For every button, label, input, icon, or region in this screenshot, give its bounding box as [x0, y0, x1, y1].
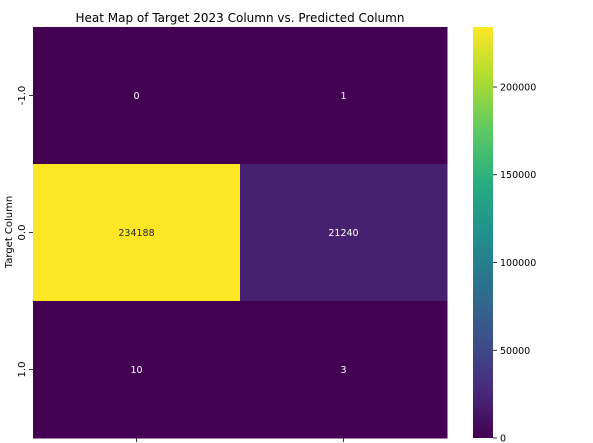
y-axis-label: Target Column	[4, 196, 15, 269]
cell-value-label: 1	[340, 91, 346, 102]
cell-value-label: 234188	[118, 228, 154, 239]
cell-value-label: 3	[340, 365, 346, 376]
heatmap-cell	[240, 164, 448, 302]
heatmap-annotations: 0 1 234188 21240 10 3	[118, 91, 358, 376]
colorbar-tick-label: 50000	[500, 346, 530, 357]
y-tick-label: 0.0	[17, 225, 28, 241]
cell-value-label: 10	[130, 365, 142, 376]
cell-value-label: 0	[133, 91, 139, 102]
colorbar	[473, 27, 493, 438]
x-ticks	[136, 438, 344, 442]
heatmap-cell	[240, 301, 448, 439]
cell-value-label: 21240	[328, 228, 358, 239]
heatmap-cell	[33, 164, 241, 302]
heatmap-cell	[240, 27, 448, 165]
colorbar-tick-label: 100000	[500, 258, 536, 269]
heatmap-cell	[33, 27, 241, 165]
colorbar-tick-label: 200000	[500, 82, 536, 93]
y-ticks: -1.0 0.0 1.0	[17, 86, 33, 378]
heatmap-cells	[33, 27, 448, 439]
colorbar-ticks: 0 50000 100000 150000 200000	[493, 82, 536, 443]
colorbar-tick-label: 150000	[500, 170, 536, 181]
chart-title: Heat Map of Target 2023 Column vs. Predi…	[76, 11, 405, 25]
y-tick-label: -1.0	[17, 86, 28, 106]
heatmap-cell	[33, 301, 241, 439]
colorbar-tick-label: 0	[500, 434, 506, 443]
y-tick-label: 1.0	[17, 362, 28, 378]
